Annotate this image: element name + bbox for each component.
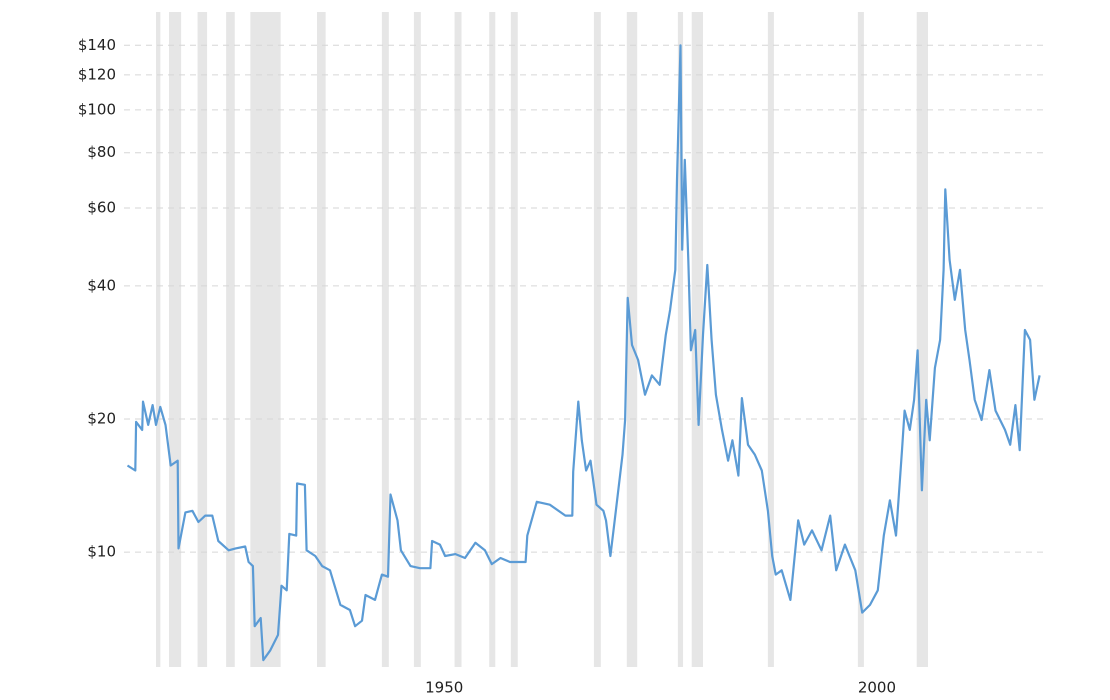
recession-band <box>857 12 864 667</box>
recession-band <box>381 12 389 667</box>
recession-band <box>691 12 703 667</box>
recession-band <box>510 12 518 667</box>
y-tick-label: $20 <box>87 410 116 428</box>
recession-band <box>454 12 462 667</box>
recession-band <box>677 12 684 667</box>
y-tick-label: $140 <box>78 36 116 54</box>
y-tick-label: $40 <box>87 276 116 294</box>
recession-band <box>413 12 421 667</box>
recession-band <box>316 12 326 667</box>
y-tick-label: $80 <box>87 143 116 161</box>
y-tick-label: $120 <box>78 65 116 83</box>
y-tick-label: $10 <box>87 543 116 561</box>
x-tick-label: 2000 <box>858 679 896 697</box>
x-tick-label: 1950 <box>425 679 463 697</box>
recession-band <box>593 12 601 667</box>
recession-band <box>250 12 281 667</box>
price-line <box>126 44 1041 662</box>
y-tick-label: $100 <box>78 100 116 118</box>
recession-band <box>489 12 496 667</box>
recession-band <box>226 12 235 667</box>
recession-band <box>156 12 161 667</box>
recession-band <box>916 12 928 667</box>
recession-band <box>197 12 208 667</box>
recession-band <box>767 12 774 667</box>
y-tick-label: $60 <box>87 199 116 217</box>
